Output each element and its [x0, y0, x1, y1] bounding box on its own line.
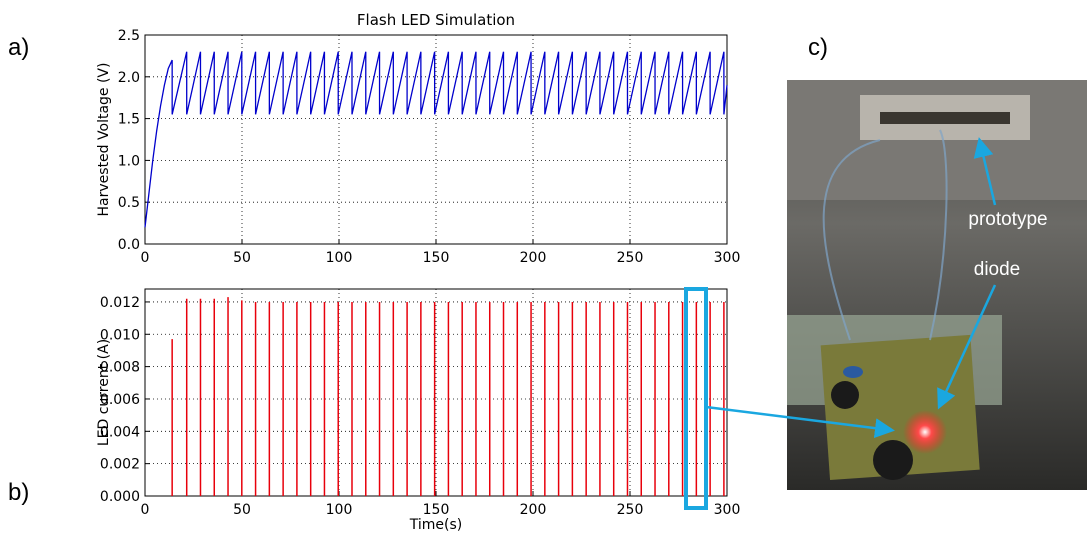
highlight-box: [684, 287, 708, 510]
y-tick-label: 0.008: [100, 360, 140, 376]
y-tick-label: 0.004: [100, 424, 140, 440]
y-tick-label: 2.5: [118, 28, 140, 44]
x-tick-label: 50: [233, 250, 251, 266]
x-tick-label: 300: [714, 502, 741, 518]
arrow: [705, 405, 895, 439]
x-tick-label: 300: [714, 250, 741, 266]
plot-frame: [144, 288, 728, 497]
y-tick-label: 2.0: [118, 70, 140, 86]
x-tick-label: 50: [233, 502, 251, 518]
x-tick-label: 200: [520, 250, 547, 266]
x-tick-label: 150: [423, 250, 450, 266]
y-tick-label: 0.002: [100, 457, 140, 473]
photo: prototype diode: [787, 80, 1087, 490]
x-tick-label: 100: [326, 250, 353, 266]
x-tick-label: 250: [617, 250, 644, 266]
data-line: [144, 51, 728, 228]
arrow: [973, 137, 997, 206]
y-tick-label: 0.012: [100, 295, 140, 311]
y-tick-label: 0.000: [100, 489, 140, 505]
photo-label: diode: [974, 259, 1021, 280]
panel-label: a): [8, 34, 29, 61]
photo-label: prototype: [968, 209, 1047, 230]
y-tick-label: 0.0: [118, 237, 140, 253]
y-tick-label: 1.0: [118, 153, 140, 169]
x-tick-label: 200: [520, 502, 547, 518]
panel-label: c): [808, 34, 828, 61]
panel-label: b): [8, 479, 29, 506]
x-tick-label: 100: [326, 502, 353, 518]
chart-title: Flash LED Simulation: [357, 11, 515, 29]
x-tick-label: 150: [423, 502, 450, 518]
x-tick-label: 0: [141, 502, 150, 518]
y-axis-label: Harvested Voltage (V): [96, 63, 112, 217]
arrow: [937, 284, 997, 410]
x-axis-label: Time(s): [409, 517, 462, 533]
y-tick-label: 0.006: [100, 392, 140, 408]
y-tick-label: 0.010: [100, 327, 140, 343]
plot-frame: [144, 34, 728, 245]
y-tick-label: 0.5: [118, 195, 140, 211]
x-tick-label: 250: [617, 502, 644, 518]
y-tick-label: 1.5: [118, 112, 140, 128]
y-axis-label: LED current (A): [96, 339, 112, 446]
x-tick-label: 0: [141, 250, 150, 266]
